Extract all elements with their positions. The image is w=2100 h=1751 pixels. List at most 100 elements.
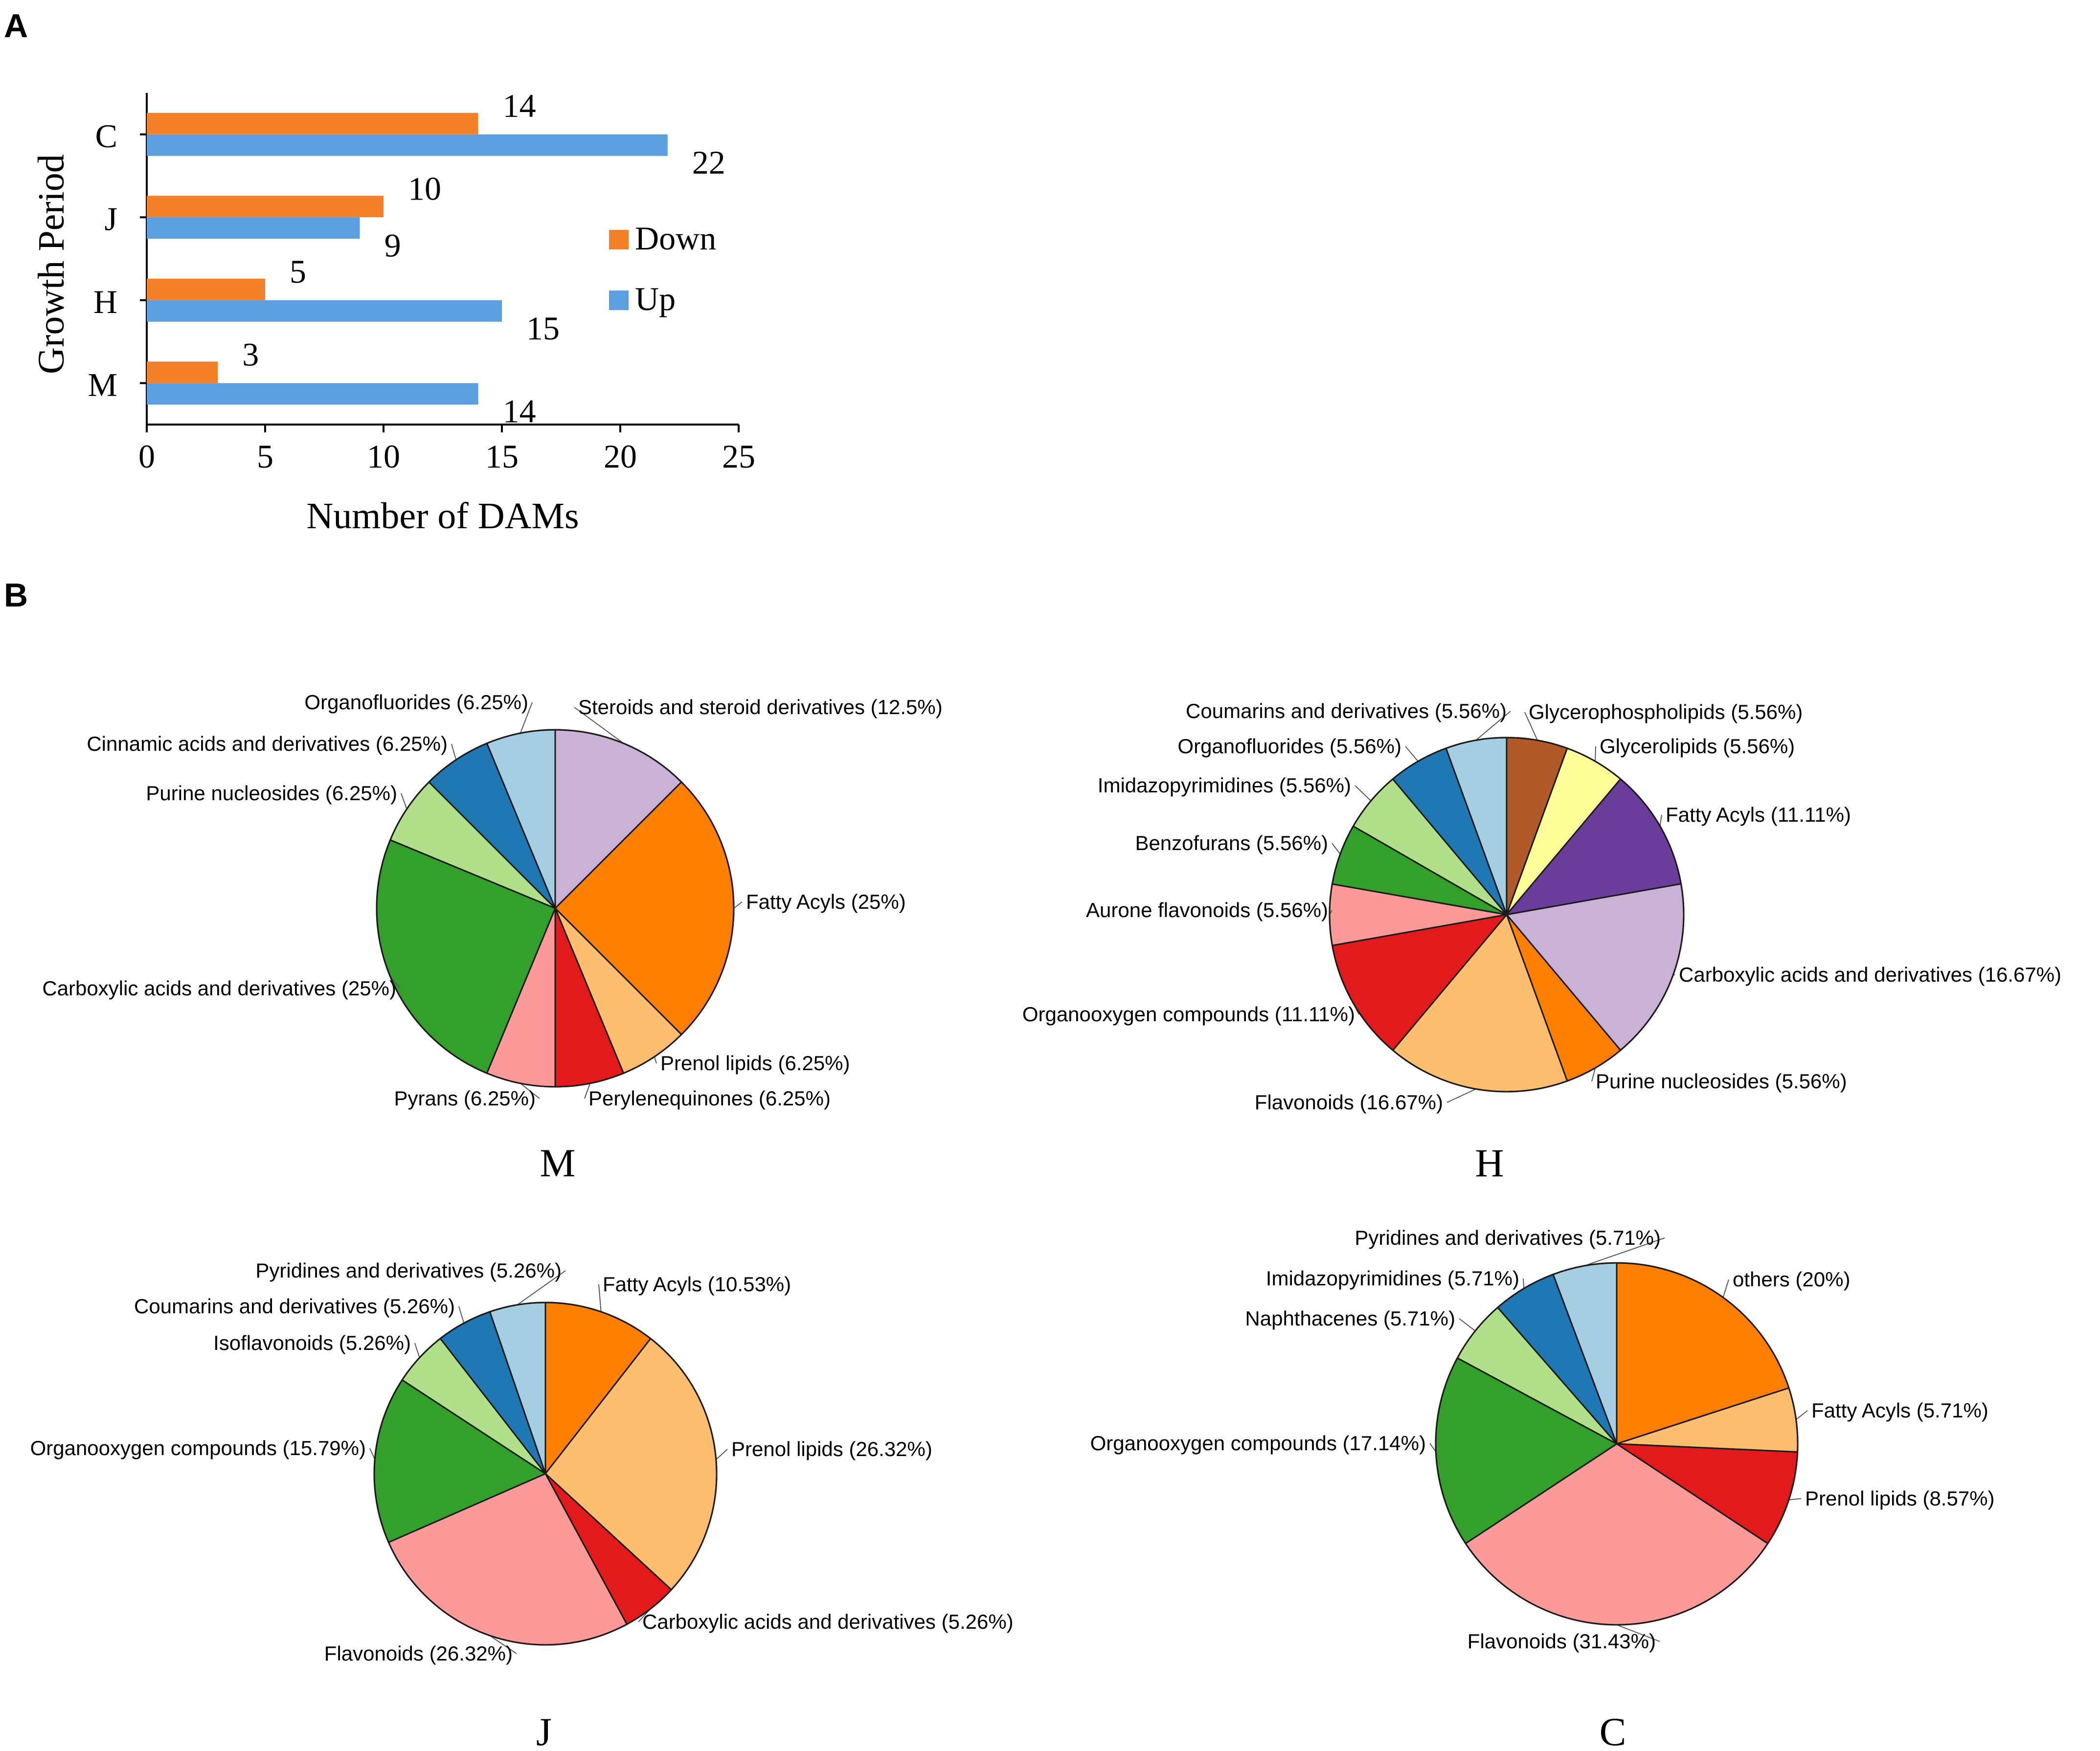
leader-line xyxy=(654,1056,657,1064)
bar-down xyxy=(147,196,384,218)
slice-label: Imidazopyrimidines (5.71%) xyxy=(1266,1267,1519,1290)
slice-label: Fatty Acyls (5.71%) xyxy=(1811,1399,1988,1422)
bar-value-label: 5 xyxy=(290,253,306,290)
leader-line xyxy=(1475,711,1511,741)
leader-line xyxy=(1332,843,1341,855)
slice-label: Flavonoids (16.67%) xyxy=(1255,1091,1443,1114)
leader-line xyxy=(390,976,401,989)
slice-label: Pyridines and derivatives (5.26%) xyxy=(255,1259,562,1282)
leader-line xyxy=(369,1448,376,1460)
leader-line xyxy=(1796,1410,1808,1420)
legend-swatch-down xyxy=(609,230,629,249)
legend-label: Up xyxy=(635,280,676,317)
panel-letter-a: A xyxy=(4,7,28,45)
x-tick-label: 15 xyxy=(485,438,519,475)
x-tick-label: 5 xyxy=(257,438,273,475)
pie-chart-j: Fatty Acyls (10.53%) Prenol lipids (26.32… xyxy=(30,1259,1014,1751)
leader-line xyxy=(574,707,624,744)
slice-label: Benzofurans (5.56%) xyxy=(1135,831,1328,854)
leader-line xyxy=(1591,1068,1596,1082)
bar-down xyxy=(147,278,265,300)
y-axis-title: Growth Period xyxy=(31,154,72,374)
slice-label: Flavonoids (26.32%) xyxy=(324,1642,513,1665)
pie-charts: Steroids and steroid derivatives (12.5%)… xyxy=(30,691,2061,1751)
slice-label: Aurone flavonoids (5.56%) xyxy=(1086,898,1328,921)
slice-label: Coumarins and derivatives (5.56%) xyxy=(1186,699,1507,722)
leader-line xyxy=(1459,1318,1476,1331)
legend-label: Down xyxy=(635,220,716,257)
leader-line xyxy=(517,1270,566,1305)
leader-line xyxy=(1523,1278,1525,1289)
bar-value-label: 14 xyxy=(503,87,536,124)
category-label: H xyxy=(93,283,117,320)
slice-label: Pyrans (6.25%) xyxy=(394,1087,536,1110)
slice-label: Fatty Acyls (11.11%) xyxy=(1666,803,1851,826)
pie-title: C xyxy=(1600,1709,1626,1751)
pie-outline xyxy=(1329,737,1685,1093)
panel-letter-b: B xyxy=(4,577,28,614)
leader-line xyxy=(1446,1088,1476,1103)
slice-label: Organofluorides (6.25%) xyxy=(304,691,528,714)
bar-up xyxy=(147,383,478,405)
bar-down xyxy=(147,361,218,383)
leader-line xyxy=(733,901,743,909)
slice-label: Carboxylic acids and derivatives (16.67%… xyxy=(1679,963,2061,986)
slice-label: Fatty Acyls (10.53%) xyxy=(603,1273,791,1296)
slice-label: Organooxygen compounds (11.11%) xyxy=(1022,1003,1355,1026)
pie-chart-h: Glycerophospholipids (5.56%) Glycerolipid… xyxy=(1022,699,2061,1185)
bar-value-label: 3 xyxy=(242,336,259,373)
slice-label: Fatty Acyls (25%) xyxy=(746,890,906,913)
slice-label: Purine nucleosides (6.25%) xyxy=(146,782,397,805)
leader-line xyxy=(1788,1498,1802,1501)
slice-label: Organooxygen compounds (15.79%) xyxy=(30,1437,366,1459)
slice-label: Flavonoids (31.43%) xyxy=(1468,1630,1656,1653)
pie-chart-m: Steroids and steroid derivatives (12.5%)… xyxy=(42,691,942,1185)
slice-label: Perylenequinones (6.25%) xyxy=(588,1087,831,1110)
slice-label: Cinnamic acids and derivatives (6.25%) xyxy=(87,732,448,755)
leader-line xyxy=(458,1306,465,1324)
slice-label: Steroids and steroid derivatives (12.5%) xyxy=(578,696,943,718)
x-tick-label: 10 xyxy=(367,438,400,475)
bar-value-label: 9 xyxy=(384,226,401,264)
x-axis-title: Number of DAMs xyxy=(306,495,579,537)
leader-line xyxy=(520,1083,540,1099)
slice-label: others (20%) xyxy=(1733,1268,1850,1291)
slice-label: Prenol lipids (6.25%) xyxy=(660,1052,850,1075)
slice-label: Organooxygen compounds (17.14%) xyxy=(1090,1432,1426,1455)
bar-value-label: 15 xyxy=(526,310,560,347)
leader-line xyxy=(1616,1624,1660,1642)
category-label: M xyxy=(88,366,117,403)
slice-label: Carboxylic acids and derivatives (25%) xyxy=(42,977,396,1000)
pie-title: J xyxy=(536,1709,552,1751)
slice-label: Prenol lipids (26.32%) xyxy=(731,1437,932,1460)
leader-line xyxy=(1595,746,1596,762)
slice-label: Carboxylic acids and derivatives (5.26%) xyxy=(642,1610,1014,1633)
bar-chart: 0 5 10 15 20 25C1422J109H515M314DownUpNumber … xyxy=(31,87,755,537)
bar-value-label: 10 xyxy=(408,170,441,207)
leader-line xyxy=(1405,746,1419,762)
x-tick-label: 0 xyxy=(138,438,155,475)
leader-line xyxy=(519,702,533,734)
leader-line xyxy=(1722,1279,1729,1298)
bar-value-label: 22 xyxy=(692,144,725,181)
leader-line xyxy=(1584,1237,1665,1266)
slice-label: Organofluorides (5.56%) xyxy=(1177,735,1401,758)
slice-label: Prenol lipids (8.57%) xyxy=(1805,1487,1995,1510)
pie-title: M xyxy=(540,1141,576,1185)
x-tick-label: 25 xyxy=(722,438,755,475)
leader-line xyxy=(414,1343,420,1358)
pie-outline xyxy=(373,1302,718,1646)
slice-label: Naphthacenes (5.71%) xyxy=(1245,1307,1455,1330)
leader-line xyxy=(584,1083,591,1099)
slice-label: Imidazopyrimidines (5.56%) xyxy=(1098,774,1351,797)
leader-line xyxy=(1524,712,1538,741)
leader-line xyxy=(401,793,407,809)
slice-label: Purine nucleosides (5.56%) xyxy=(1596,1070,1847,1093)
bar-value-label: 14 xyxy=(503,392,536,429)
leader-line xyxy=(1429,1443,1437,1452)
leader-line xyxy=(598,1284,602,1312)
slice-label: Pyridines and derivatives (5.71%) xyxy=(1355,1226,1661,1249)
bar-up xyxy=(147,217,360,239)
leader-line xyxy=(716,1449,728,1460)
pie-chart-c: others (20%) Fatty Acyls (5.71%) Prenol li… xyxy=(1090,1226,1995,1751)
